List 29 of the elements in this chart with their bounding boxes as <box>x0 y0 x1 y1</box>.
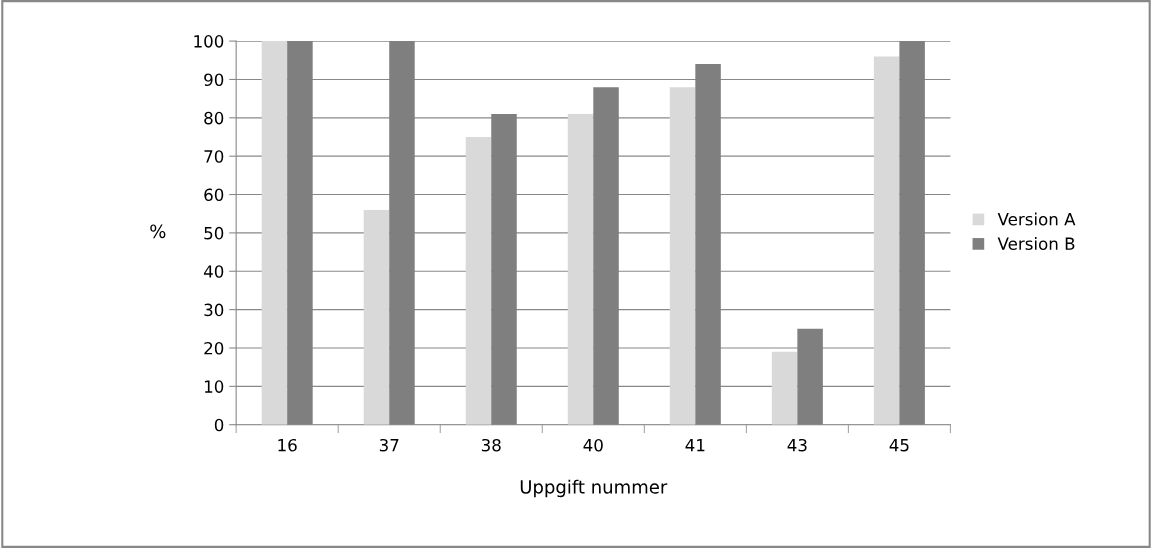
x-tick-label: 43 <box>787 438 807 452</box>
bar <box>873 56 900 425</box>
x-tick-label: 38 <box>481 438 501 452</box>
y-tick-label: 70 <box>204 150 224 163</box>
y-tick-label: 40 <box>203 265 224 278</box>
legend-label: Version B <box>997 237 1075 250</box>
bar <box>669 87 696 425</box>
y-tick-label: 60 <box>204 188 224 202</box>
y-tick-label: 90 <box>204 73 224 87</box>
x-tick-label: 45 <box>889 439 909 452</box>
bar <box>261 41 288 425</box>
y-tick-label: 50 <box>204 226 224 240</box>
x-axis-title: Uppgift nummer <box>520 479 668 498</box>
legend-label: Version A <box>997 212 1076 226</box>
bar <box>771 351 798 425</box>
y-tick-label: 20 <box>204 341 224 355</box>
bar <box>567 113 594 425</box>
y-tick-label: 10 <box>204 380 224 393</box>
y-tick-label: 100 <box>194 35 224 48</box>
bar <box>465 137 492 425</box>
x-tick-label: 37 <box>379 438 399 452</box>
y-tick-label: 80 <box>204 111 224 125</box>
y-tick-label: 0 <box>214 418 224 432</box>
y-tick-label: 30 <box>204 303 224 317</box>
x-tick-label: 41 <box>685 439 705 452</box>
bar <box>363 209 390 425</box>
x-tick-label: 40 <box>583 438 603 452</box>
x-tick-label: 16 <box>278 438 297 452</box>
y-axis-title: % <box>150 224 166 239</box>
